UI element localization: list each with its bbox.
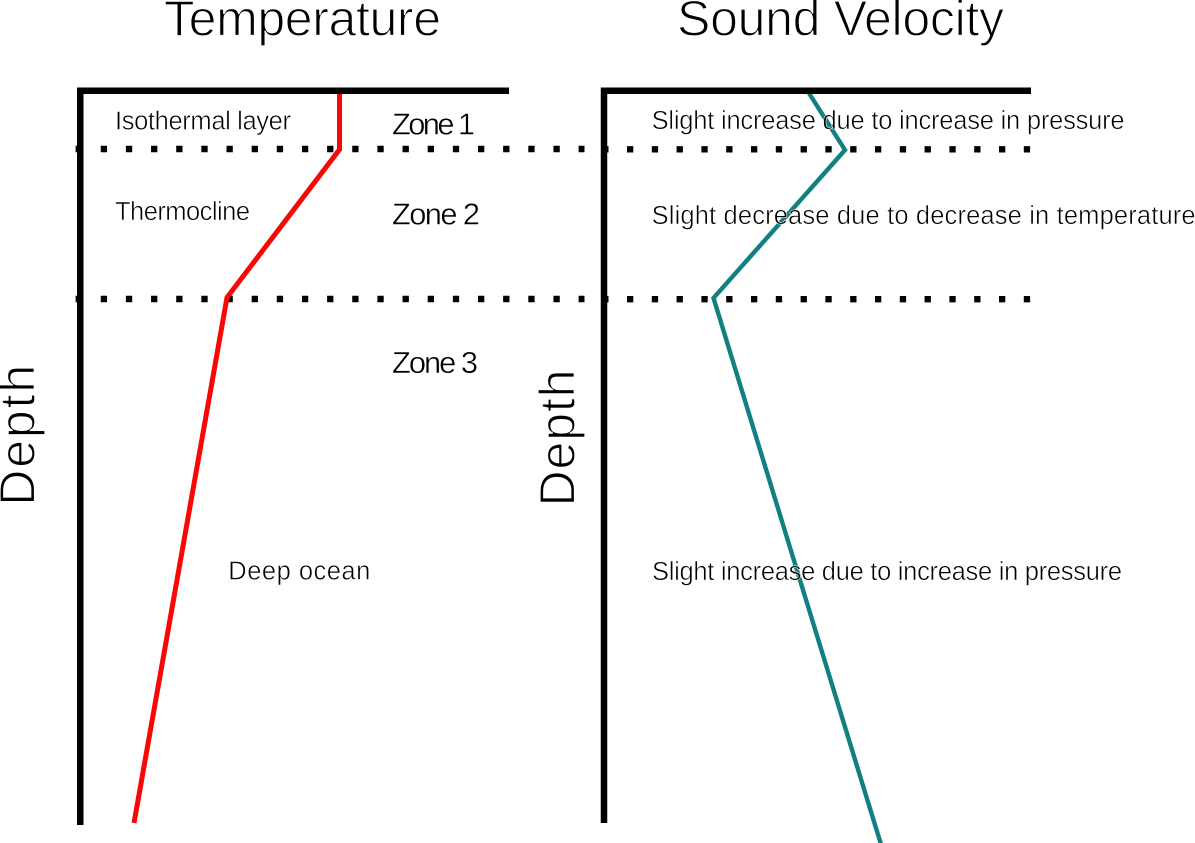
svg-text:Thermocline: Thermocline bbox=[115, 198, 250, 226]
svg-text:Deep ocean: Deep ocean bbox=[228, 557, 370, 585]
svg-text:Slight decrease due to decreas: Slight decrease due to decrease in tempe… bbox=[652, 202, 1195, 230]
svg-text:Slight increase due to increas: Slight increase due to increase in press… bbox=[652, 107, 1125, 135]
svg-text:Depth: Depth bbox=[0, 365, 46, 506]
svg-text:Zone 3: Zone 3 bbox=[392, 345, 478, 380]
svg-text:Zone 1: Zone 1 bbox=[392, 107, 475, 142]
svg-text:Temperature: Temperature bbox=[164, 0, 441, 47]
svg-text:Zone 2: Zone 2 bbox=[392, 197, 480, 232]
svg-text:Sound Velocity: Sound Velocity bbox=[677, 0, 1004, 47]
svg-text:Slight increase due to increas: Slight increase due to increase in press… bbox=[652, 558, 1122, 586]
svg-text:Isothermal layer: Isothermal layer bbox=[115, 108, 292, 136]
svg-text:Depth: Depth bbox=[530, 370, 586, 507]
